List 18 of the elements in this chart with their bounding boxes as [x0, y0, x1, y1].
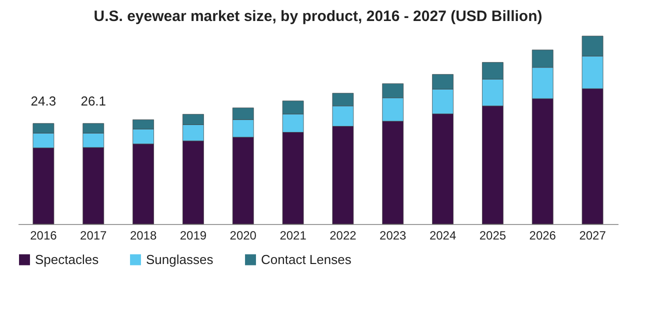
legend-label: Contact Lenses: [261, 252, 352, 267]
x-tick-label: 2017: [80, 228, 108, 242]
x-tick-label: 2022: [330, 228, 357, 242]
x-tick-label: 2025: [479, 228, 506, 242]
x-tick-label: 2027: [579, 228, 606, 242]
x-tick-label: 2020: [230, 228, 257, 242]
x-tick-label: 2026: [529, 228, 556, 242]
x-tick-label: 2018: [130, 228, 157, 242]
chart-title: U.S. eyewear market size, by product, 2016 - 2027 (USD Billion): [94, 8, 542, 25]
annotation: 24.3: [30, 93, 56, 108]
annotation: 26.1: [80, 93, 106, 108]
x-tick-label: 2019: [180, 228, 207, 242]
legend-label: Spectacles: [35, 252, 100, 267]
x-tick-label: 2016: [30, 228, 58, 242]
x-tick-label: 2021: [280, 228, 307, 242]
legend-label: Sunglasses: [146, 252, 214, 267]
x-tick-label: 2023: [380, 228, 407, 242]
x-tick-label: 2024: [429, 228, 456, 242]
